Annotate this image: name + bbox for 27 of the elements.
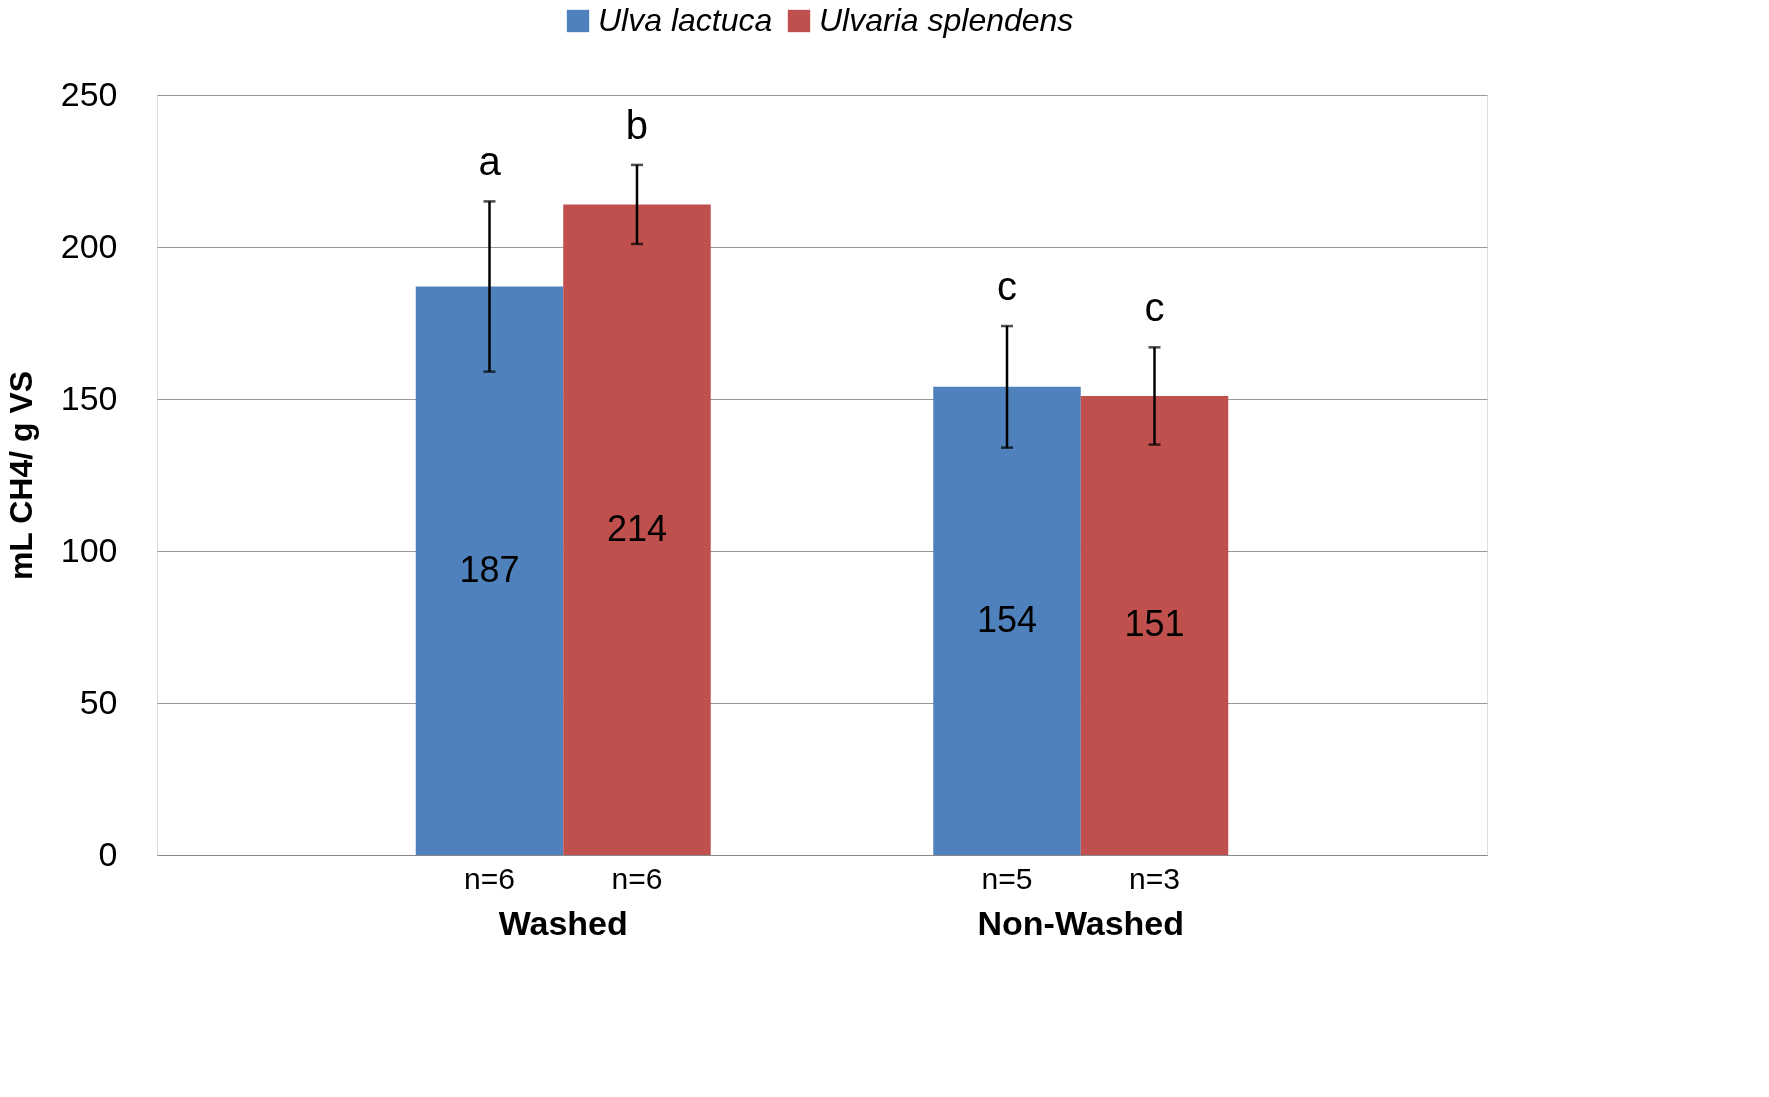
y-axis-title: mL CH4/ g VS xyxy=(2,370,39,581)
bar xyxy=(563,204,711,855)
bar xyxy=(415,286,564,855)
text: n=6 xyxy=(464,862,515,895)
y-tick-label: 100 xyxy=(60,530,118,569)
x-tick-label: Non-Washed xyxy=(977,903,1185,942)
y-tick-label: 50 xyxy=(79,682,118,721)
data-label: 187 xyxy=(459,548,520,590)
annotation: a xyxy=(478,139,502,184)
data-label: 214 xyxy=(606,507,668,549)
y-tick-label: 150 xyxy=(60,378,118,417)
annotation: c xyxy=(997,264,1018,309)
legend-label: Ulva lactuca xyxy=(598,2,773,38)
x-tick-label: Washed xyxy=(498,903,628,942)
y-tick-label: 250 xyxy=(60,74,118,113)
bar xyxy=(1080,395,1229,855)
text: n=6 xyxy=(611,862,663,895)
y-tick-label: 200 xyxy=(60,226,118,265)
annotation: b xyxy=(625,102,649,147)
data-label: 154 xyxy=(976,598,1038,640)
data-label: 151 xyxy=(1124,603,1185,645)
y-tick-label: 0 xyxy=(98,834,118,873)
text: n=3 xyxy=(1129,862,1180,895)
annotation: c xyxy=(1144,285,1165,330)
text: n=5 xyxy=(981,862,1033,895)
legend-label: Ulvaria splendens xyxy=(819,2,1074,38)
bar xyxy=(933,386,1081,855)
